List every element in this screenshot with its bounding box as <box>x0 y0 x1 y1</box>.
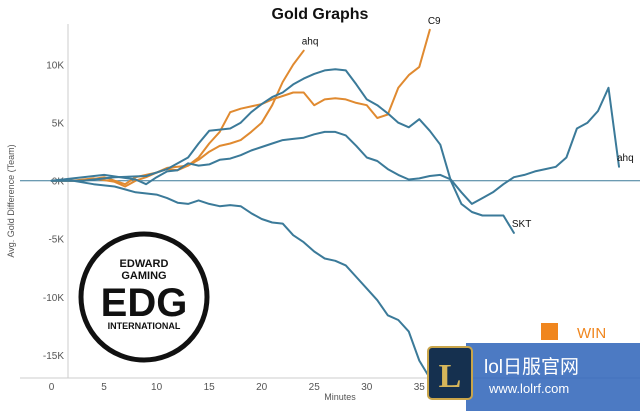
y-tick-label: -15K <box>43 351 64 362</box>
y-tick-label: 0K <box>52 177 65 188</box>
edg-logo-bottom-text: INTERNATIONAL <box>108 321 181 331</box>
series-line-skt-4 <box>50 68 515 234</box>
win-legend-label: WIN <box>577 325 606 342</box>
lol-logo-letter: L <box>439 358 462 395</box>
series-end-label: ahq <box>302 37 319 48</box>
x-tick-label: 35 <box>414 382 426 393</box>
x-tick-label: 20 <box>256 382 268 393</box>
site-watermark: L lol日服官网 www.lolrf.com <box>427 343 640 411</box>
y-tick-group: 10K 5K 0K -5K -10K -15K <box>43 61 64 362</box>
lol-logo-icon <box>427 346 473 400</box>
edg-logo-top-text: EDWARD <box>120 258 169 270</box>
x-axis-title: Minutes <box>324 392 356 402</box>
edg-logo-mark: EDG <box>101 281 188 325</box>
edg-logo-ring <box>78 231 210 363</box>
chart-title: Gold Graphs <box>272 6 369 23</box>
x-tick-label: 15 <box>204 382 216 393</box>
x-tick-label: 0 <box>49 382 55 393</box>
watermark-banner <box>466 343 640 411</box>
series-end-label: SKT <box>512 219 531 230</box>
watermark-url: www.lolrf.com <box>488 381 569 396</box>
edg-logo-middle-text: GAMING <box>121 270 166 282</box>
x-tick-label: 30 <box>361 382 373 393</box>
y-tick-label: 5K <box>52 119 65 130</box>
series-group <box>50 28 620 379</box>
watermark-site-name: lol日服官网 <box>484 356 579 378</box>
y-tick-label: -10K <box>43 293 64 304</box>
y-tick-label: -5K <box>48 235 64 246</box>
y-axis-title: Avg. Gold Difference (Team) <box>6 144 16 257</box>
x-tick-label: 25 <box>309 382 321 393</box>
win-legend-swatch <box>541 323 558 340</box>
series-end-label: C9 <box>428 16 441 27</box>
x-tick-label: 5 <box>101 382 107 393</box>
series-line-skt-2 <box>50 179 452 379</box>
x-tick-label: 10 <box>151 382 163 393</box>
win-legend: WIN <box>541 323 606 342</box>
x-tick-group: 0 5 10 15 20 25 30 35 <box>49 382 426 393</box>
series-end-label: ahq <box>617 153 634 164</box>
y-tick-label: 10K <box>46 61 64 72</box>
edg-team-logo: EDWARD GAMING EDG INTERNATIONAL <box>78 231 210 363</box>
series-line-ahq-3 <box>50 86 620 205</box>
